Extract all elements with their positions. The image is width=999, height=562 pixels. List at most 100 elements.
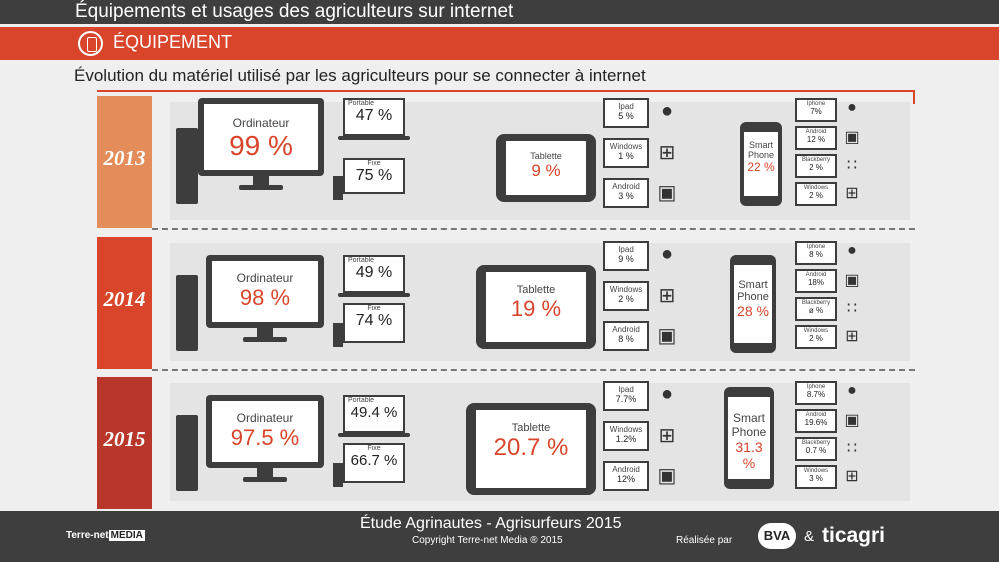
phone-os-box-blackberry: Blackberry 0.7 % (795, 437, 837, 461)
tablet-os-label: Ipad (618, 385, 634, 394)
fixe-tower-icon (333, 323, 343, 347)
phone-os-screen: Iphone 8 % (797, 243, 835, 263)
tablet-device: Tablette 20.7 % (466, 403, 596, 495)
fixe-label: Fixe (367, 160, 381, 167)
phone-os-label: Iphone (806, 244, 826, 250)
computer-monitor: Ordinateur 99 % (198, 98, 324, 176)
phone-os-box-blackberry: Blackberry 2 % (795, 154, 837, 178)
fixe-screen: Fixe 66.7 % (345, 445, 403, 481)
android-icon: ▣ (657, 325, 677, 347)
portable-screen: Portable 49 % (345, 257, 403, 291)
phone-os-screen: Blackberry ø % (797, 299, 835, 319)
smartphone-device: Smart Phone 31.3 % (724, 387, 774, 489)
phone-os-screen: Iphone 7% (797, 100, 835, 120)
phone-os-value: 2 % (809, 334, 823, 343)
tablet-os-box-windows: Windows 1.2% (603, 421, 649, 451)
phone-os-box-windows: Windows 2 % (795, 182, 837, 206)
smartphone-device: Smart Phone 28 % (730, 255, 776, 353)
tablet-screen: Tablette 20.7 % (476, 410, 586, 488)
row-separator (152, 369, 915, 371)
tablet-os-box-ipad: Ipad 5 % (603, 98, 649, 128)
tablet-os-value: 8 % (618, 334, 634, 344)
smartphone-label-2: Phone (731, 425, 767, 439)
year-row-2014: 2014 Ordinateur 98 % Portable 49 % Fixe 74 % Ta… (0, 237, 999, 369)
tablet-device: Tablette 19 % (476, 265, 596, 349)
tablet-os-screen: Android 3 % (605, 180, 647, 206)
ordinateur-value: 98 % (239, 285, 291, 310)
apple-icon: ● (660, 243, 674, 265)
phone-os-label: Android (805, 272, 827, 278)
tablet-os-label: Windows (609, 142, 643, 151)
monitor-base (243, 477, 287, 482)
phone-os-label: Windows (803, 468, 829, 474)
portable-screen: Portable 49.4 % (345, 397, 403, 431)
phone-os-screen: Iphone 8.7% (797, 383, 835, 403)
phone-os-label: Windows (803, 328, 829, 334)
phone-os-value: 3 % (809, 474, 823, 483)
fixe-label: Fixe (367, 445, 381, 452)
tablet-os-value: 1.2% (615, 434, 637, 444)
phone-os-value: 18% (807, 278, 824, 287)
accent-line (97, 90, 915, 104)
ordinateur-value: 99 % (229, 130, 293, 161)
section-bar: ÉQUIPEMENT (0, 27, 999, 60)
portable-label: Portable (348, 397, 375, 404)
ticagri-logo: ticagri (822, 524, 886, 547)
phone-os-value: 7% (810, 107, 822, 116)
tablet-os-box-android: Android 12% (603, 461, 649, 491)
smartphone-screen: Smart Phone 22 % (744, 132, 778, 196)
tablette-value: 19 % (510, 296, 562, 321)
smartphone-value: 22 % (747, 160, 775, 174)
phone-os-screen: Blackberry 0.7 % (797, 439, 835, 459)
study-title: Étude Agrinautes - Agrisurfeurs 2015 (360, 515, 622, 532)
android-icon: ▣ (844, 412, 860, 429)
phone-os-screen: Windows 2 % (797, 184, 835, 204)
phone-os-label: Blackberry (801, 300, 831, 306)
smartphone-value: 31.3 % (735, 439, 763, 471)
ordinateur-label: Ordinateur (232, 116, 290, 130)
computer-tower-icon (176, 275, 198, 351)
blackberry-icon: ∷ (846, 157, 858, 174)
tablet-os-value: 7.7% (615, 394, 637, 404)
laptop-base (338, 433, 410, 437)
fixe-tower-icon (333, 463, 343, 487)
year-label: 2015 (103, 427, 146, 451)
monitor-stand (253, 176, 269, 186)
tablet-os-box-ipad: Ipad 7.7% (603, 381, 649, 411)
year-label: 2014 (103, 287, 146, 311)
footer: Terre-net MEDIA Étude Agrinautes - Agrisu… (0, 511, 999, 562)
tablette-label: Tablette (511, 422, 551, 434)
tablet-device: Tablette 9 % (496, 134, 596, 202)
fixe-box: Fixe 66.7 % (343, 443, 405, 483)
monitor-stand (257, 328, 273, 338)
windows-icon: ⊞ (845, 185, 859, 202)
portable-box: Portable 47 % (343, 98, 405, 136)
tablet-os-box-ipad: Ipad 9 % (603, 241, 649, 271)
phone-os-box-android: Android 18% (795, 269, 837, 293)
phone-os-box-iphone: Iphone 8.7% (795, 381, 837, 405)
subtitle: Évolution du matériel utilisé par les ag… (74, 66, 646, 85)
windows-icon: ⊞ (845, 328, 859, 345)
smartphone-value: 28 % (737, 303, 769, 319)
phone-os-label: Iphone (806, 101, 826, 107)
phone-os-box-android: Android 12 % (795, 126, 837, 150)
tablet-os-value: 5 % (618, 111, 634, 121)
windows-icon: ⊞ (845, 468, 859, 485)
tablet-os-screen: Windows 1.2% (605, 423, 647, 449)
monitor-base (243, 337, 287, 342)
windows-icon: ⊞ (658, 285, 676, 307)
tablet-os-value: 2 % (618, 294, 634, 304)
tablet-os-screen: Windows 2 % (605, 283, 647, 309)
portable-value: 47 % (355, 107, 393, 124)
android-icon: ▣ (657, 182, 677, 204)
section-title: ÉQUIPEMENT (113, 32, 233, 52)
tablet-os-box-windows: Windows 2 % (603, 281, 649, 311)
portable-screen: Portable 47 % (345, 100, 403, 134)
tablet-os-screen: Android 8 % (605, 323, 647, 349)
monitor-stand (257, 468, 273, 478)
portable-box: Portable 49.4 % (343, 395, 405, 433)
tablet-os-screen: Ipad 5 % (605, 100, 647, 126)
tablet-os-label: Windows (609, 285, 643, 294)
phone-os-box-iphone: Iphone 7% (795, 98, 837, 122)
computer-monitor: Ordinateur 97.5 % (206, 395, 324, 468)
